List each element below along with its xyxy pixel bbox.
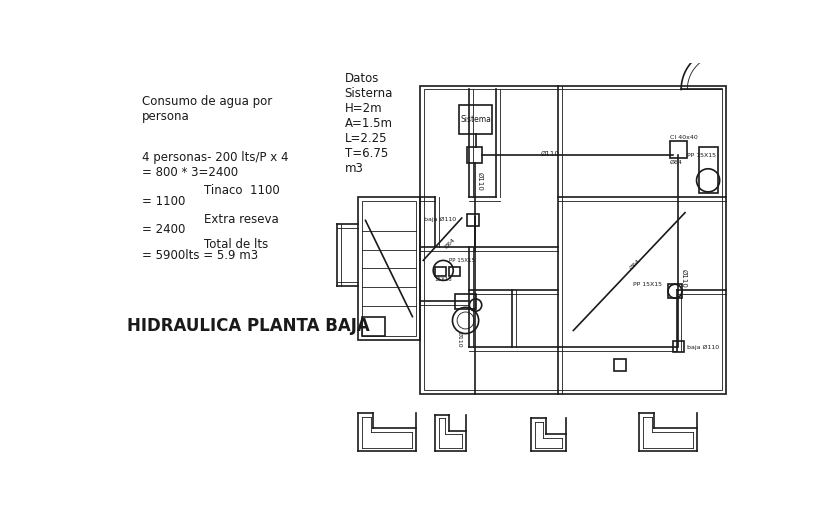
Bar [673, 341, 685, 352]
Text: = 1100: = 1100 [142, 195, 185, 208]
Bar [450, 267, 460, 276]
Bar [668, 284, 682, 298]
Text: HIDRAULICA PLANTA BAJA: HIDRAULICA PLANTA BAJA [127, 317, 369, 334]
Text: Ø110: Ø110 [680, 269, 686, 288]
Text: Datos
Sisterna
H=2m
A=1.5m
L=2.25
T=6.75
m3: Datos Sisterna H=2m A=1.5m L=2.25 T=6.75… [345, 72, 393, 175]
Text: = 2400: = 2400 [142, 222, 185, 235]
Text: Sistema: Sistema [460, 115, 491, 124]
Text: Consumo de agua por
persona: Consumo de agua por persona [142, 95, 272, 123]
Bar [454, 293, 476, 309]
Text: CI 40x40: CI 40x40 [670, 134, 698, 140]
Text: PP 15X15: PP 15X15 [633, 282, 662, 287]
Text: Ø64: Ø64 [670, 160, 682, 165]
Bar [467, 214, 479, 226]
Text: = 5900lts = 5.9 m3: = 5900lts = 5.9 m3 [142, 249, 259, 262]
Text: Total de lts: Total de lts [204, 238, 268, 251]
Bar [420, 85, 726, 394]
Bar [362, 201, 416, 336]
Bar [424, 90, 722, 390]
Bar [670, 141, 686, 158]
Bar [614, 359, 626, 370]
Text: Ø110: Ø110 [541, 151, 559, 157]
Text: 4 personas- 200 lts/P x 4
= 800 * 3=2400: 4 personas- 200 lts/P x 4 = 800 * 3=2400 [142, 151, 289, 179]
Text: Extra reseva: Extra reseva [204, 213, 279, 226]
Text: Ø64: Ø64 [628, 258, 641, 270]
Bar [362, 317, 385, 336]
Text: PP 15X15: PP 15X15 [686, 153, 715, 158]
Text: Tinaco  1100: Tinaco 1100 [204, 184, 280, 197]
Bar [699, 147, 718, 193]
Text: PP 15X15: PP 15X15 [450, 258, 476, 263]
Text: Ø64: Ø64 [444, 237, 456, 250]
Text: Ø110: Ø110 [477, 172, 483, 191]
Text: 15X15: 15X15 [435, 277, 453, 281]
Bar [467, 147, 482, 163]
Text: baja Ø110: baja Ø110 [686, 345, 719, 350]
Bar [459, 105, 492, 134]
Bar [435, 267, 446, 276]
Text: baja Ø110: baja Ø110 [424, 217, 456, 222]
Text: Ø110: Ø110 [457, 331, 462, 348]
Bar [358, 197, 420, 340]
